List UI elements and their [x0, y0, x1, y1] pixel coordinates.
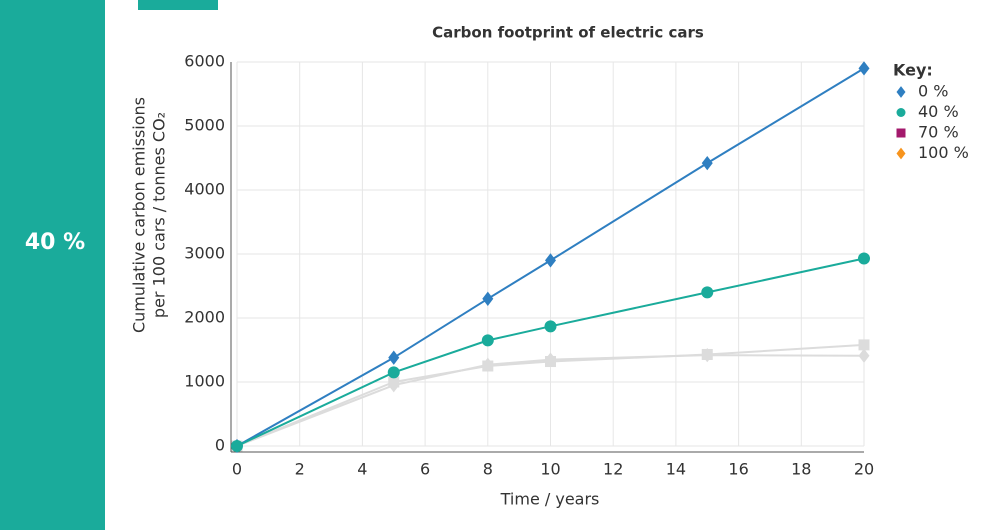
marker — [388, 378, 400, 393]
series-line — [236, 257, 865, 447]
series-line — [236, 354, 865, 447]
x-tick-label: 6 — [420, 460, 430, 479]
series-line — [236, 343, 865, 447]
marker — [858, 61, 870, 76]
y-tick-label: 6000 — [184, 52, 225, 71]
marker — [701, 347, 713, 363]
marker — [896, 147, 906, 160]
legend-label: 0 % — [918, 82, 948, 101]
chart-title: Carbon footprint of electric cars — [432, 24, 704, 42]
y-tick-label: 4000 — [184, 180, 225, 199]
marker — [545, 253, 556, 268]
y-tick-label: 5000 — [184, 116, 225, 135]
marker — [701, 155, 713, 171]
x-tick-label: 4 — [357, 460, 367, 479]
x-tick-label: 8 — [483, 460, 493, 479]
marker — [701, 286, 714, 299]
x-tick-label: 12 — [603, 460, 623, 479]
x-tick-label: 18 — [791, 460, 811, 479]
x-tick-label: 16 — [728, 460, 748, 479]
legend-title: Key: — [893, 61, 933, 80]
y-tick-label: 0 — [215, 436, 225, 455]
x-tick-label: 10 — [540, 460, 560, 479]
marker — [545, 352, 556, 367]
marker — [858, 339, 870, 351]
y-axis-label: Cumulative carbon emissions — [130, 97, 149, 333]
y-tick-label: 1000 — [184, 372, 225, 391]
x-tick-label: 20 — [854, 460, 874, 479]
x-tick-label: 2 — [295, 460, 305, 479]
marker — [896, 86, 906, 98]
marker — [896, 108, 906, 117]
marker — [481, 334, 494, 347]
legend-label: 70 % — [918, 123, 959, 142]
x-tick-label: 0 — [232, 460, 242, 479]
marker — [544, 320, 557, 333]
sidebar — [0, 0, 105, 530]
x-axis-label: Time / years — [500, 490, 600, 509]
tab — [138, 0, 218, 10]
y-axis-label: per 100 cars / tonnes CO₂ — [150, 112, 169, 318]
x-tick-label: 14 — [666, 460, 686, 479]
marker — [231, 440, 243, 452]
sidebar-label: 40 % — [25, 230, 85, 255]
marker — [858, 252, 870, 265]
y-tick-label: 3000 — [184, 244, 225, 263]
y-tick-label: 2000 — [184, 308, 225, 327]
legend-label: 40 % — [918, 102, 959, 121]
marker — [482, 357, 494, 372]
marker — [482, 291, 494, 306]
marker — [387, 366, 400, 379]
legend-label: 100 % — [918, 143, 969, 162]
series-line — [236, 67, 865, 447]
marker — [858, 348, 870, 363]
marker — [388, 350, 400, 365]
marker — [896, 128, 906, 138]
